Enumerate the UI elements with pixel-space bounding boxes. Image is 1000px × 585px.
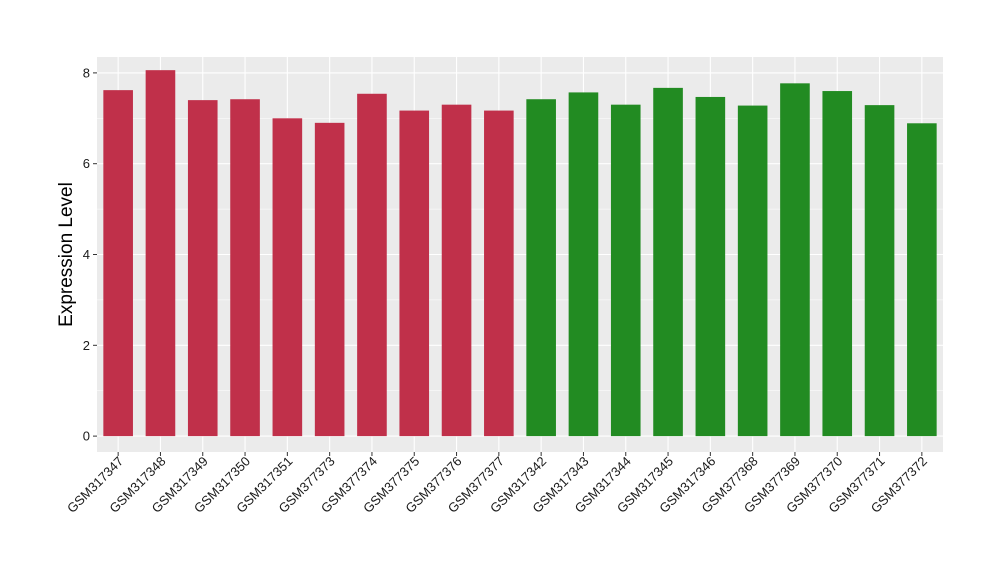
bar-GSM317350 (230, 99, 260, 437)
bar-GSM377369 (780, 83, 810, 437)
bar-GSM377370 (822, 91, 853, 437)
bar-GSM377368 (737, 105, 768, 437)
bar-GSM317346 (695, 96, 726, 437)
bar-GSM377377 (484, 110, 514, 437)
bar-GSM317343 (568, 92, 599, 437)
x-axis: GSM317347GSM317348GSM317349GSM317350GSM3… (64, 452, 930, 516)
bar-GSM317342 (526, 99, 556, 437)
bar-GSM377371 (864, 105, 895, 437)
y-axis: 0 2 4 6 8 (83, 65, 97, 444)
bar-GSM377372 (907, 123, 937, 437)
bar-GSM377373 (314, 122, 345, 437)
bar-GSM377375 (399, 110, 430, 437)
bar-GSM317345 (653, 87, 683, 437)
bar-GSM317351 (272, 118, 303, 437)
bar-GSM377376 (441, 104, 472, 437)
y-tick-label: 2 (83, 338, 90, 353)
y-tick-label: 8 (83, 65, 90, 80)
bars (103, 70, 937, 437)
y-tick-label: 4 (83, 247, 90, 262)
bar-GSM317348 (145, 70, 176, 437)
y-tick-label: 6 (83, 156, 90, 171)
bar-GSM317349 (187, 100, 218, 437)
bar-GSM317344 (610, 104, 641, 437)
bar-GSM377374 (357, 93, 387, 437)
y-axis-title: Expression Level (56, 182, 77, 327)
y-tick-label: 0 (83, 429, 90, 444)
bar-GSM317347 (103, 90, 133, 437)
